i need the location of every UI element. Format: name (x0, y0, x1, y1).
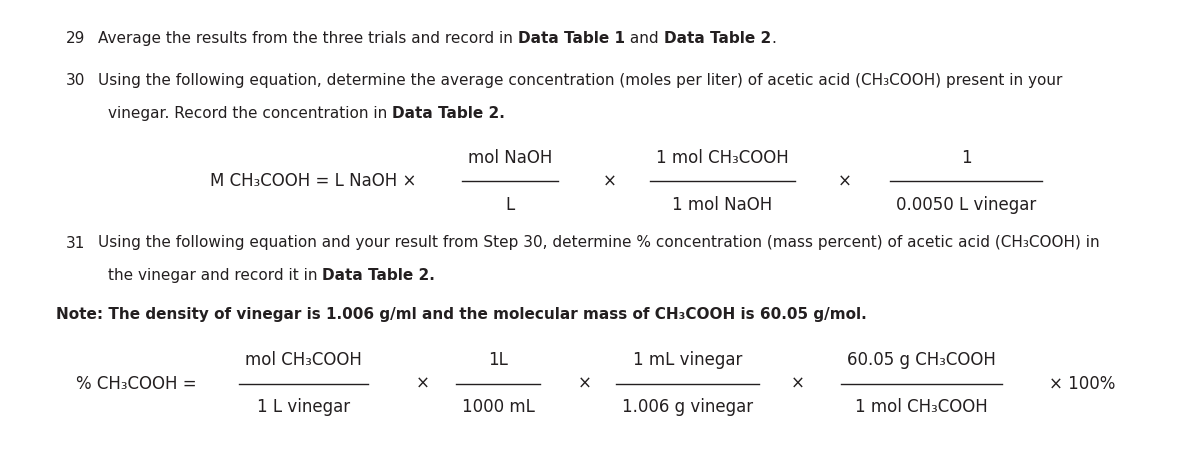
Text: 0.0050 L vinegar: 0.0050 L vinegar (896, 196, 1036, 214)
Text: the vinegar and record it in: the vinegar and record it in (108, 268, 323, 284)
Text: Data Table 1: Data Table 1 (518, 31, 625, 46)
Text: 1 mol NaOH: 1 mol NaOH (672, 196, 773, 214)
Text: and: and (625, 31, 664, 46)
Text: Note: The density of vinegar is 1.006 g/ml and the molecular mass of CH₃COOH is : Note: The density of vinegar is 1.006 g/… (56, 307, 868, 322)
Text: 30: 30 (66, 73, 85, 88)
Text: 1 mol CH₃COOH: 1 mol CH₃COOH (656, 149, 788, 167)
Text: .: . (770, 31, 775, 46)
Text: vinegar. Record the concentration in: vinegar. Record the concentration in (108, 106, 392, 121)
Text: Data Table 2: Data Table 2 (664, 31, 770, 46)
Text: 1 L vinegar: 1 L vinegar (257, 398, 350, 416)
Text: Using the following equation, determine the average concentration (moles per lit: Using the following equation, determine … (98, 73, 1063, 88)
Text: % CH₃COOH =: % CH₃COOH = (76, 375, 197, 393)
Text: × 100%: × 100% (1049, 375, 1115, 393)
Text: L: L (505, 196, 515, 214)
Text: Data Table 2.: Data Table 2. (392, 106, 505, 121)
Text: Using the following equation and your result from Step 30, determine % concentra: Using the following equation and your re… (98, 236, 1100, 251)
Text: ×: × (791, 375, 805, 393)
Text: 1 mL vinegar: 1 mL vinegar (632, 351, 743, 369)
Text: 1: 1 (961, 149, 971, 167)
Text: Average the results from the three trials and record in: Average the results from the three trial… (98, 31, 518, 46)
Text: 29: 29 (66, 31, 85, 46)
Text: 1.006 g vinegar: 1.006 g vinegar (622, 398, 754, 416)
Text: Data Table 2.: Data Table 2. (323, 268, 436, 284)
Text: 1L: 1L (488, 351, 508, 369)
Text: M CH₃COOH = L NaOH ×: M CH₃COOH = L NaOH × (210, 172, 416, 190)
Text: 1 mol CH₃COOH: 1 mol CH₃COOH (856, 398, 988, 416)
Text: 1000 mL: 1000 mL (462, 398, 534, 416)
Text: 60.05 g CH₃COOH: 60.05 g CH₃COOH (847, 351, 996, 369)
Text: mol NaOH: mol NaOH (468, 149, 552, 167)
Text: ×: × (838, 172, 852, 190)
Text: 31: 31 (66, 236, 85, 251)
Text: ×: × (577, 375, 592, 393)
Text: ×: × (415, 375, 430, 393)
Text: mol CH₃COOH: mol CH₃COOH (245, 351, 362, 369)
Text: ×: × (602, 172, 617, 190)
